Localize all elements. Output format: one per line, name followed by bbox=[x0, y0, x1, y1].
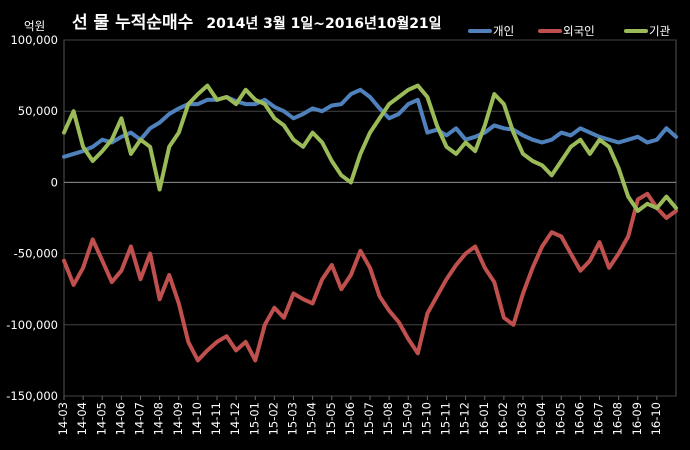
y-tick-label: -50,000 bbox=[14, 247, 58, 261]
x-tick-label: 14-06 bbox=[113, 402, 127, 435]
legend-label: 기관 bbox=[649, 24, 671, 38]
y-tick-label: -100,000 bbox=[6, 318, 58, 332]
x-tick-label: 15-09 bbox=[400, 402, 414, 435]
y-tick-label: 100,000 bbox=[10, 33, 58, 47]
x-tick-label: 15-07 bbox=[362, 402, 376, 435]
legend-label: 외국인 bbox=[563, 24, 595, 38]
x-tick-label: 16-09 bbox=[630, 402, 644, 435]
x-tick-label: 14-07 bbox=[133, 402, 147, 435]
y-tick-label: 50,000 bbox=[18, 104, 58, 118]
chart-title-group: 선 물 누적순매수 2014년 3월 1일~2016년10월21일 bbox=[72, 13, 442, 33]
x-tick-label: 16-02 bbox=[496, 402, 510, 435]
chart-subtitle: 2014년 3월 1일~2016년10월21일 bbox=[206, 15, 441, 32]
x-tick-label: 14-05 bbox=[94, 402, 108, 435]
x-tick-label: 15-02 bbox=[266, 402, 280, 435]
x-tick-label: 15-01 bbox=[247, 402, 261, 435]
x-tick-label: 14-12 bbox=[228, 402, 242, 435]
x-tick-label: 16-10 bbox=[649, 402, 663, 435]
series-line-외국인 bbox=[62, 191, 678, 363]
x-tick-label: 15-03 bbox=[286, 402, 300, 435]
x-tick-label: 14-04 bbox=[75, 402, 89, 435]
x-tick-label: 15-05 bbox=[324, 402, 338, 435]
x-tick-label: 16-04 bbox=[534, 402, 548, 435]
y-axis-unit-label: 억원 bbox=[24, 19, 45, 33]
x-tick-label: 16-05 bbox=[553, 402, 567, 435]
chart-title: 선 물 누적순매수 bbox=[72, 13, 194, 33]
series-line-개인 bbox=[62, 87, 678, 159]
y-axis-ticks: 100,000 50,000 0 -50,000 -100,000 -150,000 bbox=[6, 33, 58, 403]
x-tick-label: 16-07 bbox=[592, 402, 606, 435]
x-tick-label: 14-10 bbox=[190, 402, 204, 435]
x-tick-label: 15-11 bbox=[439, 402, 453, 435]
x-tick-label: 15-10 bbox=[419, 402, 433, 435]
x-axis-ticks: 14-03 14-04 14-05 14-06 14-07 14-08 14-09 14-10… bbox=[56, 396, 663, 435]
plot-area bbox=[63, 39, 677, 397]
x-tick-label: 15-12 bbox=[458, 402, 472, 435]
x-tick-label: 15-06 bbox=[343, 402, 357, 435]
x-tick-label: 16-03 bbox=[515, 402, 529, 435]
legend: 개인 외국인 기관 bbox=[468, 24, 671, 38]
y-tick-label: -150,000 bbox=[6, 389, 58, 403]
series-line-기관 bbox=[62, 83, 678, 213]
y-tick-label: 0 bbox=[51, 175, 58, 189]
x-tick-label: 16-06 bbox=[572, 402, 586, 435]
series-lines bbox=[62, 83, 678, 363]
x-tick-label: 14-09 bbox=[171, 402, 185, 435]
x-tick-label: 15-08 bbox=[381, 402, 395, 435]
x-tick-label: 14-11 bbox=[209, 402, 223, 435]
x-tick-label: 16-08 bbox=[611, 402, 625, 435]
x-tick-label: 14-03 bbox=[56, 402, 70, 435]
x-tick-label: 15-04 bbox=[305, 402, 319, 435]
x-tick-label: 16-01 bbox=[477, 402, 491, 435]
legend-label: 개인 bbox=[493, 24, 514, 38]
x-tick-label: 14-08 bbox=[152, 402, 166, 435]
